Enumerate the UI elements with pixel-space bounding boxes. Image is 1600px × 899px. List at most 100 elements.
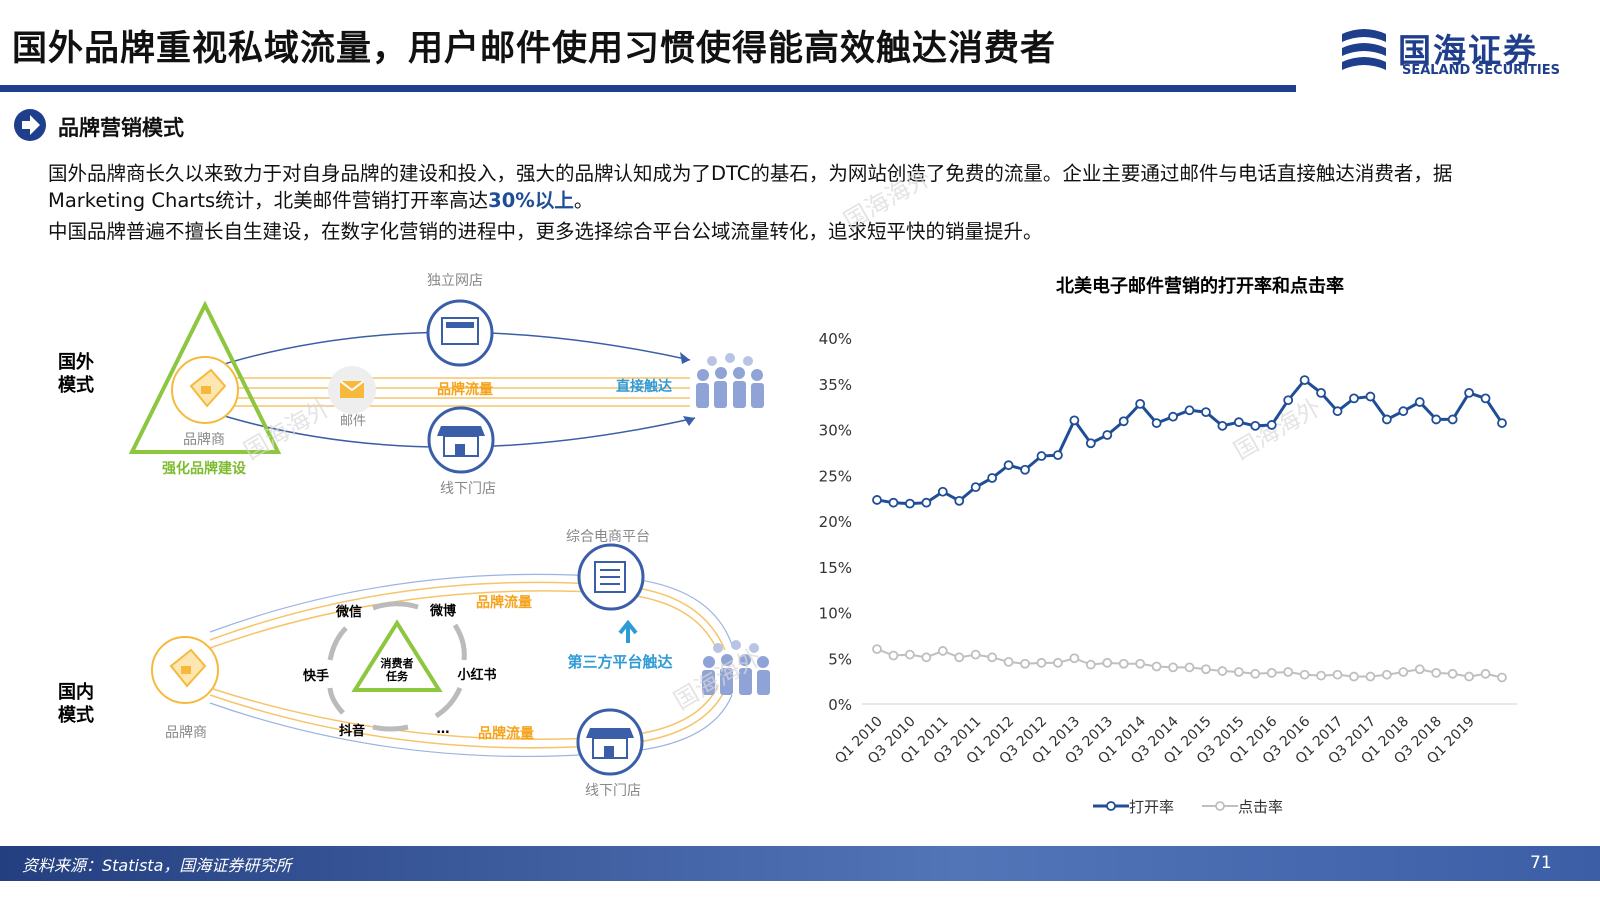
data-point [1201, 407, 1211, 418]
data-point [1250, 420, 1261, 431]
flow-label: 品牌流量 [437, 381, 493, 398]
channel-label: 快手 [303, 668, 329, 684]
task-label: 消费者 [381, 656, 414, 670]
data-point [1497, 418, 1507, 428]
source-note: 资料来源：Statista，国海证券研究所 [22, 856, 292, 875]
data-point [1036, 451, 1047, 461]
data-point [1365, 671, 1376, 682]
logo-subtext: SEALAND SECURITIES [1402, 63, 1560, 78]
data-point [1217, 666, 1228, 676]
node-label: 邮件 [340, 414, 366, 429]
data-point [1266, 667, 1277, 678]
data-point [954, 495, 965, 506]
data-point [1464, 387, 1475, 398]
data-point [1381, 414, 1392, 425]
node-label: 线下门店 [440, 481, 496, 497]
y-tick-label: 5% [828, 650, 852, 668]
paragraph: 国外品牌商长久以来致力于对自身品牌的建设和投入，强大的品牌认知成为了DTC的基石… [48, 160, 1498, 214]
data-point [888, 650, 899, 661]
text: 。 [573, 189, 594, 212]
data-point [1332, 669, 1343, 680]
data-point [1480, 393, 1491, 404]
channel-label: 微博 [429, 603, 456, 619]
legend-marker [1106, 801, 1116, 811]
node-label: 综合电商平台 [566, 529, 650, 545]
data-point [1217, 420, 1228, 431]
y-tick-label: 15% [819, 559, 852, 577]
mode-label: 国外 [58, 351, 94, 373]
data-point [1266, 420, 1277, 430]
data-point [1118, 658, 1129, 669]
line-chart: 北美电子邮件营销的打开率和点击率 国海海外 国海海外 0% 5% 10% 15% 20%… [819, 163, 1517, 816]
data-point [888, 497, 899, 508]
data-point [1464, 671, 1475, 682]
slide-title: 国外品牌重视私域流量，用户邮件使用习惯使得能高效触达消费者 [12, 29, 1057, 69]
mode-label: 模式 [58, 374, 94, 396]
y-tick-label: 35% [819, 376, 852, 394]
y-tick-label: 40% [819, 330, 852, 348]
data-point [1447, 414, 1458, 425]
chart-title: 北美电子邮件营销的打开率和点击率 [1056, 275, 1344, 297]
flow-label: 第三方平台触达 [567, 653, 672, 671]
node-label: 强化品牌建设 [162, 460, 247, 477]
y-tick-label: 20% [819, 513, 852, 531]
data-point [1053, 450, 1063, 461]
diagram: 国外 模式 独立网店 邮件 品牌流量 直接触达 品牌商 强化品牌建设 线下门店 … [58, 273, 770, 799]
data-point [1102, 657, 1113, 668]
node-label: 独立网店 [427, 273, 483, 289]
legend-label: 点击率 [1238, 798, 1283, 816]
node-label: 品牌商 [165, 724, 207, 741]
text: 国外品牌商长久以来致力于对自身品牌的建设和投入，强大的品牌认知成为了DTC的基石… [48, 162, 1453, 212]
data-point [1233, 417, 1244, 428]
data-point [1349, 671, 1359, 682]
data-point [1168, 411, 1178, 422]
data-point [1003, 460, 1014, 471]
y-tick-label: 25% [819, 467, 852, 485]
paragraph: 中国品牌普遍不擅长自生建设，在数字化营销的进程中，更多选择综合平台公域流量转化，… [48, 220, 1043, 243]
y-tick-label: 10% [819, 605, 852, 623]
data-point [954, 652, 965, 663]
data-point [1431, 414, 1442, 425]
data-point [1497, 672, 1507, 683]
data-point [1414, 397, 1425, 407]
task-label: 任务 [385, 669, 409, 683]
data-point [1299, 669, 1310, 680]
data-point [1381, 669, 1392, 680]
data-point [1168, 662, 1178, 673]
data-point [1480, 668, 1491, 679]
channel-label: 小红书 [457, 667, 496, 683]
data-point [1069, 653, 1080, 664]
logo-text: 国海证券 [1398, 31, 1538, 70]
data-point [1135, 398, 1146, 409]
data-point [1151, 661, 1162, 672]
data-point [921, 497, 932, 508]
data-point [904, 498, 915, 509]
data-point [921, 652, 932, 663]
data-point [872, 644, 882, 654]
channel-label: … [437, 722, 450, 737]
section-heading: 品牌营销模式 [58, 116, 184, 140]
footer-bar [0, 846, 1600, 881]
legend-label: 打开率 [1129, 798, 1174, 816]
data-point [1398, 667, 1409, 677]
data-point [1447, 668, 1458, 679]
data-point [1036, 657, 1047, 668]
data-point [872, 495, 882, 505]
data-point [1431, 667, 1442, 678]
data-point [937, 646, 948, 656]
section-icon [14, 109, 46, 141]
data-point [1102, 430, 1113, 440]
data-point [987, 473, 998, 483]
data-point [1184, 662, 1195, 673]
data-point [1299, 375, 1310, 385]
flow-label: 品牌流量 [478, 725, 534, 742]
data-point [937, 486, 948, 497]
data-point [1020, 464, 1030, 475]
data-point [1151, 418, 1162, 428]
page-number: 71 [1530, 853, 1552, 873]
legend-marker [1215, 801, 1225, 811]
data-point [1118, 416, 1129, 427]
data-point [1316, 670, 1326, 681]
data-point [1349, 393, 1359, 404]
data-point [987, 652, 998, 663]
